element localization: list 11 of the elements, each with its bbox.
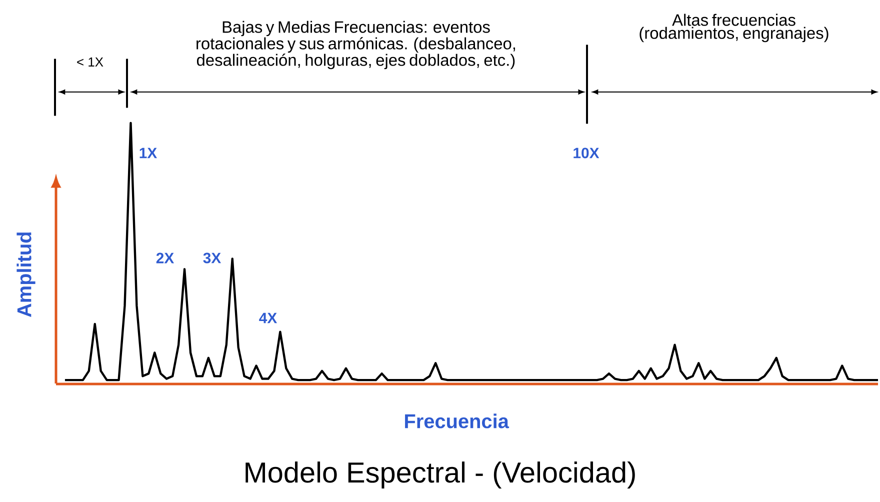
- text: Modelo Espectral - (Velocidad): [246, 462, 635, 488]
- annotation: 3X: [203, 252, 221, 264]
- text: Altas frecuencias (rodamientos, engranajes): [640, 14, 828, 42]
- annotation: 1X: [140, 148, 157, 158]
- text: < 1X: [77, 58, 104, 66]
- text: Bajas y Medias Frecuencias: eventos rotacionales y sus armónicas. (desbalanceo, desalineación, holguras, ejes doblados, etc.): [196, 20, 515, 70]
- annotation: 2X: [156, 252, 174, 264]
- y-axis-title: Amplitud: [16, 232, 36, 318]
- annotation: 4X: [259, 312, 277, 324]
- x-axis-title: Frecuencia: [405, 414, 510, 428]
- annotation: 10X: [574, 148, 600, 158]
